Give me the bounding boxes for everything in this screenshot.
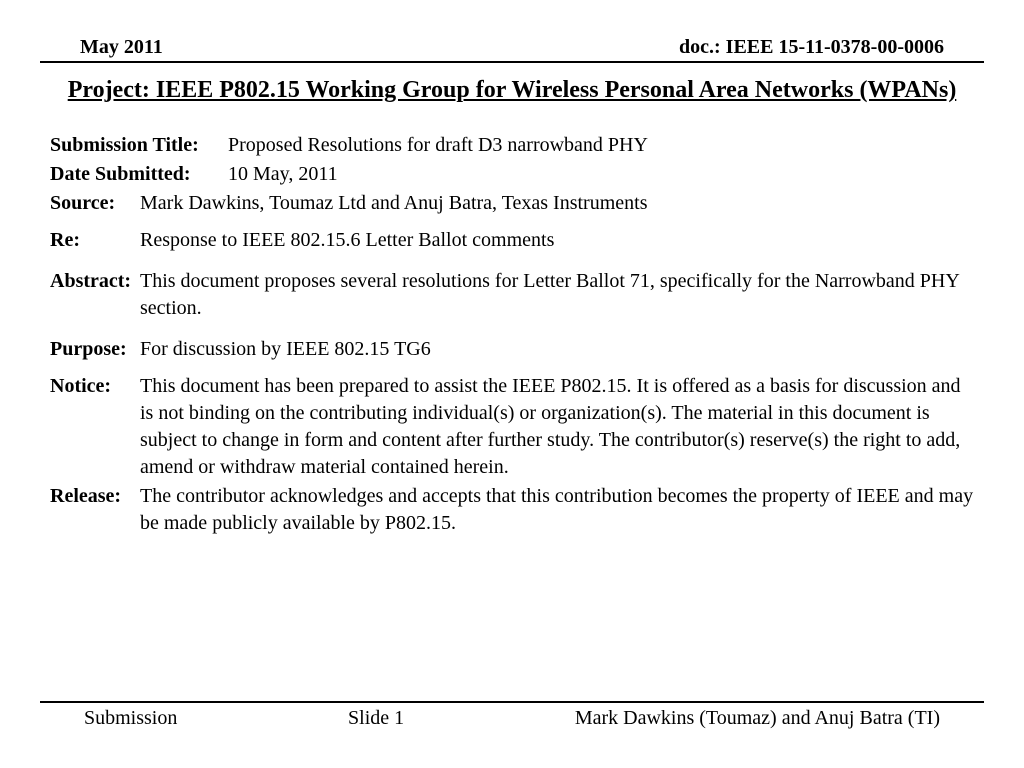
value-abstract: This document proposes several resolutio… — [140, 268, 974, 322]
label-re: Re: — [50, 227, 140, 254]
field-abstract: Abstract: This document proposes several… — [50, 268, 974, 322]
footer-center: Slide 1 — [348, 707, 404, 730]
field-release: Release: The contributor acknowledges an… — [50, 483, 974, 537]
header: May 2011 doc.: IEEE 15-11-0378-00-0006 — [40, 36, 984, 63]
label-date-submitted: Date Submitted: — [50, 161, 228, 188]
value-re: Response to IEEE 802.15.6 Letter Ballot … — [140, 227, 974, 254]
label-source: Source: — [50, 190, 140, 217]
field-submission-title: Submission Title: Proposed Resolutions f… — [50, 132, 974, 159]
footer-left: Submission — [84, 707, 177, 730]
header-doc-id: doc.: IEEE 15-11-0378-00-0006 — [679, 36, 944, 59]
field-source: Source: Mark Dawkins, Toumaz Ltd and Anu… — [50, 190, 974, 217]
field-notice: Notice: This document has been prepared … — [50, 373, 974, 481]
value-submission-title: Proposed Resolutions for draft D3 narrow… — [228, 132, 974, 159]
value-source: Mark Dawkins, Toumaz Ltd and Anuj Batra,… — [140, 190, 974, 217]
value-purpose: For discussion by IEEE 802.15 TG6 — [140, 336, 974, 363]
value-date-submitted: 10 May, 2011 — [228, 161, 974, 188]
label-submission-title: Submission Title: — [50, 132, 228, 159]
value-notice: This document has been prepared to assis… — [140, 373, 974, 481]
footer-right: Mark Dawkins (Toumaz) and Anuj Batra (TI… — [575, 707, 940, 730]
label-release: Release: — [50, 483, 140, 537]
header-date: May 2011 — [80, 36, 163, 59]
label-purpose: Purpose: — [50, 336, 140, 363]
field-re: Re: Response to IEEE 802.15.6 Letter Bal… — [50, 227, 974, 254]
footer-line: Submission Slide 1 Mark Dawkins (Toumaz)… — [40, 701, 984, 730]
label-notice: Notice: — [50, 373, 140, 481]
value-release: The contributor acknowledges and accepts… — [140, 483, 974, 537]
field-date-submitted: Date Submitted: 10 May, 2011 — [50, 161, 974, 188]
slide: May 2011 doc.: IEEE 15-11-0378-00-0006 P… — [0, 0, 1024, 768]
field-purpose: Purpose: For discussion by IEEE 802.15 T… — [50, 336, 974, 363]
footer: Submission Slide 1 Mark Dawkins (Toumaz)… — [40, 699, 984, 730]
page-title: Project: IEEE P802.15 Working Group for … — [40, 77, 984, 104]
label-abstract: Abstract: — [50, 268, 140, 322]
content: Submission Title: Proposed Resolutions f… — [40, 132, 984, 537]
